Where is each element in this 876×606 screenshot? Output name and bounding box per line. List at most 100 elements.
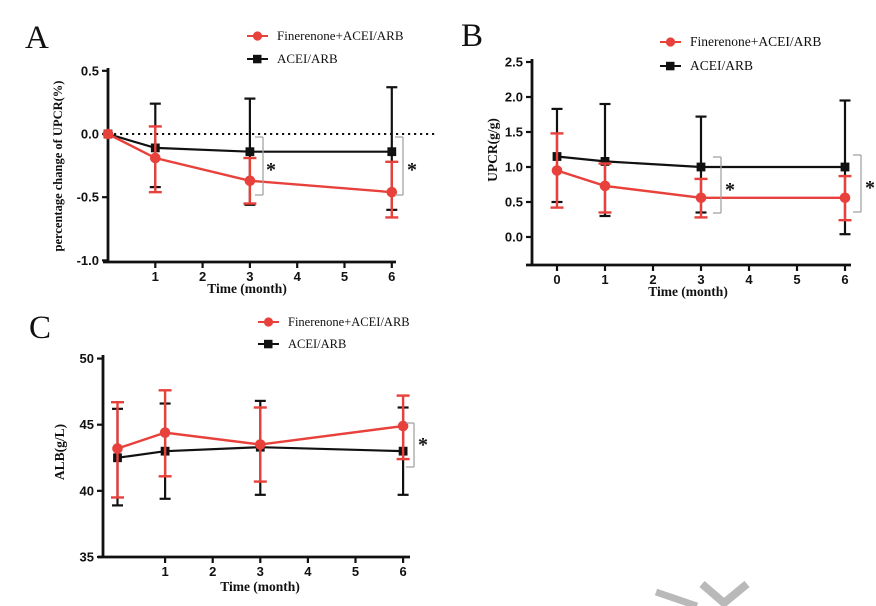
x-tick-label: 5 (793, 272, 800, 287)
legend-marker-shape (252, 30, 263, 41)
data-point-square (696, 162, 706, 172)
data-point-circle (551, 165, 563, 176)
legend-label: Finerenone+ACEI/ARB (690, 34, 822, 49)
data-point-square (600, 157, 610, 166)
legend-circle-marker-icon (258, 317, 279, 327)
series-line (117, 424, 404, 450)
y-tick-label: 1.5 (505, 125, 523, 140)
series-line (107, 132, 392, 153)
legend-circle-marker-icon (660, 37, 681, 47)
series-line (117, 446, 404, 459)
x-tick-label: 6 (841, 272, 848, 287)
x-tick-label: 4 (294, 269, 302, 284)
data-point-circle (839, 192, 851, 204)
significance-bracket: * (853, 154, 875, 213)
x-tick-label: 1 (152, 269, 159, 284)
data-point-square (387, 147, 397, 157)
legend-square-marker-icon (660, 61, 681, 71)
data-point-circle (244, 175, 256, 187)
y-tick-label: 40 (80, 483, 94, 498)
x-tick-label: 3 (246, 269, 253, 284)
y-tick-label: 2.5 (505, 55, 523, 70)
x-tick-label: 2 (209, 564, 216, 579)
legend-square-marker-icon (258, 339, 279, 349)
data-point-circle (159, 427, 171, 438)
x-tick-label: 3 (257, 564, 264, 579)
legend-marker-shape (665, 37, 676, 47)
watermark-chevron (654, 580, 750, 606)
significance-star: * (418, 434, 428, 456)
legend-entry: ACEI/ARB (659, 54, 821, 78)
legend-marker-shape (666, 61, 675, 71)
significance-star: * (407, 159, 417, 181)
legend-circle-marker-icon (247, 30, 268, 41)
legend-panel-C: Finerenone+ACEI/ARB ACEI/ARB (257, 311, 410, 355)
data-point-circle (397, 420, 409, 432)
series-line (556, 169, 845, 200)
legend-entry: Finerenone+ACEI/ARB (246, 24, 403, 47)
significance-bracket: * (713, 156, 735, 214)
series-line (107, 132, 392, 194)
x-tick-label: 3 (697, 272, 704, 287)
legend-marker-shape (263, 317, 274, 327)
data-point-circle (386, 186, 398, 198)
x-tick-label: 5 (352, 564, 359, 579)
y-axis-title: ALB(g/L) (52, 424, 67, 480)
y-tick-label: 0.5 (505, 195, 523, 210)
significance-star: * (725, 179, 735, 201)
y-tick-label: 35 (80, 550, 94, 565)
y-tick-label: 1.0 (505, 160, 523, 175)
legend-label: ACEI/ARB (277, 50, 338, 66)
data-point-circle (695, 192, 707, 204)
y-tick-label: 0.0 (505, 230, 523, 245)
legend-entry: Finerenone+ACEI/ARB (659, 30, 821, 54)
legend-label: Finerenone+ACEI/ARB (277, 27, 404, 43)
x-axis-title: Time (month) (648, 284, 728, 299)
x-tick-label: 1 (161, 564, 168, 579)
x-tick-label: 6 (399, 564, 406, 579)
panel-B-plot: 2.5 2.0 1.5 1.0 0.5 0.0 0 1 2 3 4 5 6 Time (month) UPC… (485, 55, 875, 300)
legend-panel-B: Finerenone+ACEI/ARB ACEI/ARB (659, 30, 821, 78)
x-tick-label: 2 (649, 272, 656, 287)
legend-marker-shape (264, 339, 273, 349)
x-tick-label: 0 (553, 272, 560, 287)
data-point-square (245, 147, 255, 157)
panel-label-C: C (29, 310, 52, 346)
series-finerenone (550, 132, 852, 222)
panel-label-A: A (25, 20, 49, 56)
y-tick-label: 0.0 (81, 127, 99, 142)
series-line (556, 155, 845, 169)
x-tick-label: 2 (199, 269, 206, 284)
x-tick-label: 1 (601, 272, 608, 287)
y-axis-title: UPCR(g/g) (485, 118, 500, 182)
data-point-circle (150, 152, 161, 164)
y-tick-label: -1.0 (77, 253, 99, 268)
x-tick-label: 6 (388, 269, 395, 284)
panel-A-plot: 0.5 0.0 -0.5 -1.0 1 2 3 4 5 6 Time (month) percenta… (51, 63, 437, 296)
legend-panel-A: Finerenone+ACEI/ARB ACEI/ARB (246, 24, 403, 70)
legend-entry: ACEI/ARB (257, 333, 410, 355)
watermark-stroke (654, 588, 699, 606)
significance-bracket: * (406, 422, 428, 468)
significance-bracket: * (255, 136, 276, 196)
significance-star: * (865, 177, 875, 199)
legend-marker-shape (253, 54, 262, 63)
data-point-circle (599, 180, 611, 192)
significance-bracket: * (395, 136, 417, 196)
x-axis-title: Time (month) (207, 281, 287, 296)
legend-square-marker-icon (247, 54, 268, 63)
x-tick-label: 4 (745, 272, 753, 287)
legend-entry: ACEI/ARB (246, 47, 403, 70)
legend-entry: Finerenone+ACEI/ARB (257, 311, 410, 333)
legend-label: ACEI/ARB (690, 58, 754, 73)
y-tick-label: 50 (80, 351, 94, 366)
y-tick-label: 45 (80, 417, 94, 432)
y-tick-label: 2.0 (505, 90, 523, 105)
series-finerenone (111, 389, 410, 499)
y-tick-label: 0.5 (81, 63, 99, 78)
x-tick-label: 5 (341, 269, 348, 284)
y-axis-title: percentage change of UPCR(%) (51, 81, 65, 252)
